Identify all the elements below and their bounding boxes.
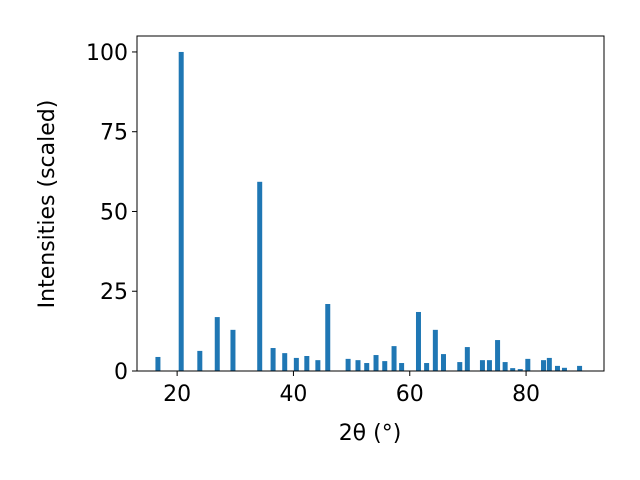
bar (178, 51, 184, 371)
bar (486, 360, 492, 371)
bar (270, 348, 276, 371)
bar (577, 365, 583, 371)
x-tick-label: 80 (512, 382, 540, 407)
y-tick-label: 50 (100, 200, 128, 225)
bar (554, 365, 560, 371)
bar (304, 356, 310, 371)
bar (399, 363, 405, 371)
bar (230, 329, 236, 371)
bar (315, 360, 321, 371)
x-tick-label: 60 (396, 382, 424, 407)
bar (382, 361, 388, 371)
bar (440, 354, 446, 371)
bar (325, 304, 331, 371)
y-tick-label: 0 (114, 360, 128, 385)
bar (546, 357, 552, 371)
bar (364, 363, 370, 371)
bar (345, 358, 351, 371)
plot-frame (136, 35, 605, 372)
bar (561, 367, 567, 371)
bar (373, 355, 379, 371)
bar (432, 329, 438, 371)
bar (355, 360, 361, 371)
bar (464, 347, 470, 371)
bar (391, 346, 397, 371)
y-axis-label: Intensities (scaled) (35, 100, 60, 309)
bar (257, 181, 263, 371)
x-tick-label: 40 (279, 382, 307, 407)
bar (424, 363, 430, 371)
bar (214, 317, 220, 371)
y-tick-label: 100 (86, 41, 128, 66)
bar (282, 353, 288, 371)
x-axis-label: 2θ (°) (339, 421, 402, 446)
bar (415, 311, 421, 371)
bar (293, 357, 299, 371)
bar (541, 360, 547, 371)
bar (457, 362, 463, 371)
bar (495, 340, 501, 371)
bar (502, 362, 508, 371)
bar (517, 369, 523, 371)
y-tick-label: 75 (100, 121, 128, 146)
bar (525, 358, 531, 371)
bar (510, 368, 516, 371)
bar (155, 356, 161, 371)
x-tick-label: 20 (163, 382, 191, 407)
y-tick-label: 25 (100, 280, 128, 305)
bar (197, 350, 203, 371)
bar (479, 360, 485, 371)
